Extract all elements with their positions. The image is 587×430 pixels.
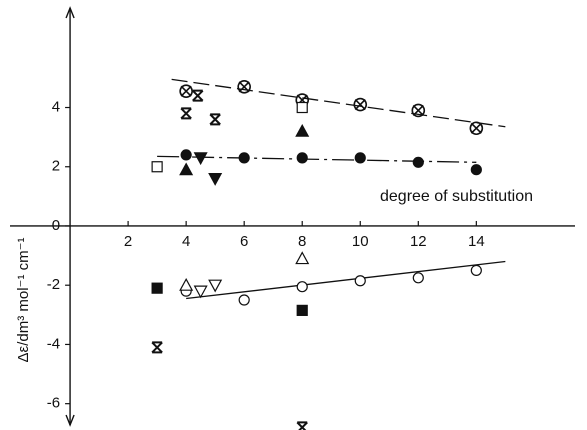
point xyxy=(237,79,251,94)
fit-line xyxy=(171,78,506,128)
x-tick-label: 12 xyxy=(410,233,427,250)
point xyxy=(180,107,192,120)
x-axis-label: degree of substitution xyxy=(380,188,533,205)
point xyxy=(412,272,424,284)
point xyxy=(193,152,208,166)
point xyxy=(411,103,426,118)
point xyxy=(151,341,163,354)
point xyxy=(151,282,163,294)
y-tick-label: 0 xyxy=(52,217,60,234)
point xyxy=(238,152,250,164)
point xyxy=(412,156,424,168)
point xyxy=(180,149,192,161)
x-tick-label: 14 xyxy=(468,233,485,250)
point xyxy=(296,281,308,293)
y-axis-label: Δε/dm³ mol⁻¹ cm⁻¹ xyxy=(15,237,32,362)
point xyxy=(354,152,366,164)
point xyxy=(296,421,308,430)
fit-line xyxy=(186,260,506,300)
point xyxy=(151,161,163,173)
point xyxy=(238,294,250,306)
y-tick-label: -2 xyxy=(47,276,60,293)
y-tick-label: -4 xyxy=(47,335,60,352)
fit-line xyxy=(157,155,477,163)
y-axis-arrow xyxy=(65,414,75,427)
point xyxy=(296,101,308,114)
point xyxy=(179,162,194,176)
point xyxy=(208,279,223,293)
x-tick-label: 6 xyxy=(240,233,248,250)
y-axis-arrow xyxy=(65,6,75,19)
point xyxy=(295,123,310,137)
point xyxy=(296,152,308,164)
point xyxy=(193,285,208,299)
point xyxy=(209,113,221,126)
point xyxy=(295,251,310,265)
point xyxy=(470,264,482,277)
y-tick-label: -6 xyxy=(47,395,60,412)
point xyxy=(179,277,194,291)
point xyxy=(353,97,368,112)
x-tick-label: 8 xyxy=(298,233,306,250)
point xyxy=(179,84,193,99)
x-tick-label: 10 xyxy=(352,233,369,250)
point xyxy=(208,172,223,186)
point xyxy=(469,121,484,136)
y-tick-label: 2 xyxy=(52,158,60,175)
x-tick-label: 2 xyxy=(124,233,132,250)
point xyxy=(354,275,366,287)
point xyxy=(192,89,204,102)
point xyxy=(296,304,308,316)
point xyxy=(470,164,482,176)
x-tick-label: 4 xyxy=(182,233,190,250)
y-tick-label: 4 xyxy=(52,98,60,115)
